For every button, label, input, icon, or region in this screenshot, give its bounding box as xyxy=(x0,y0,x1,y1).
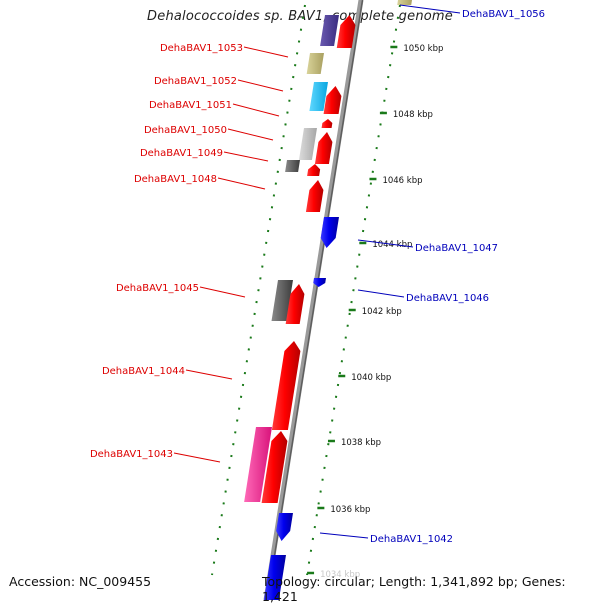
gene-box xyxy=(298,128,317,160)
callout-line xyxy=(237,79,284,92)
callout-line xyxy=(357,239,414,248)
gene-box xyxy=(271,280,293,321)
callout-line xyxy=(319,532,369,539)
gene-label: DehaBAV1_1050 xyxy=(144,125,227,136)
gene-label: DehaBAV1_1045 xyxy=(116,283,199,294)
gene-arrow xyxy=(321,119,333,128)
callout-line xyxy=(185,369,233,380)
gene-label: DehaBAV1_1047 xyxy=(415,243,498,254)
gene-label: DehaBAV1_1042 xyxy=(370,534,453,545)
gene-arrow xyxy=(276,513,293,541)
gene-box xyxy=(306,53,324,74)
tick-label: 1048 kbp xyxy=(393,110,433,120)
callout-line xyxy=(223,151,269,162)
gene-box xyxy=(244,427,272,502)
callout-line xyxy=(173,452,221,463)
gene-arrow xyxy=(336,15,356,48)
gene-arrow xyxy=(261,431,288,503)
tick-label: 1042 kbp xyxy=(362,307,402,317)
forward-tick-track xyxy=(211,4,306,576)
callout-line xyxy=(232,103,280,117)
genome-backbone xyxy=(263,0,364,600)
map-title: Dehalococcoides sp. BAV1, complete genom… xyxy=(147,9,453,24)
gene-shapes xyxy=(244,0,412,600)
tick-label: 1044 kbp xyxy=(372,240,412,250)
gene-arrow xyxy=(314,132,333,164)
gene-label: DehaBAV1_1053 xyxy=(160,43,243,54)
gene-label: DehaBAV1_1056 xyxy=(462,9,545,20)
gene-label: DehaBAV1_1048 xyxy=(134,174,217,185)
gene-arrow xyxy=(323,86,342,114)
callout-line xyxy=(199,286,246,298)
callout-line xyxy=(217,177,266,190)
callout-line xyxy=(243,46,289,58)
tick-label: 1050 kbp xyxy=(403,44,443,54)
tick-group: 1050 kbp 1048 kbp 1046 kbp 1044 kbp 1042 kbp… xyxy=(307,44,443,580)
tick-label: 1034 kbp xyxy=(320,570,360,580)
gene-arrow xyxy=(307,164,321,176)
gene-arrow xyxy=(320,217,339,248)
tick-label: 1046 kbp xyxy=(382,176,422,186)
gene-arrow xyxy=(271,341,301,430)
callout-line xyxy=(227,128,274,141)
tick-label: 1038 kbp xyxy=(341,438,381,448)
gene-box xyxy=(320,15,339,46)
tick-label: 1040 kbp xyxy=(351,373,391,383)
gene-label: DehaBAV1_1044 xyxy=(102,366,185,377)
gene-label: DehaBAV1_1046 xyxy=(406,293,489,304)
callout-line xyxy=(357,289,405,298)
gene-label: DehaBAV1_1043 xyxy=(90,449,173,460)
gene-box xyxy=(285,160,300,172)
gene-label: DehaBAV1_1051 xyxy=(149,100,232,111)
gene-box xyxy=(263,555,286,600)
gene-box xyxy=(397,0,412,5)
tick-label: 1036 kbp xyxy=(330,505,370,515)
gene-callouts: DehaBAV1_1053 DehaBAV1_1052 DehaBAV1_1051 D… xyxy=(90,4,545,545)
gene-label: DehaBAV1_1049 xyxy=(140,148,223,159)
callout-line xyxy=(399,4,461,14)
gene-arrow xyxy=(313,278,326,287)
gene-label: DehaBAV1_1052 xyxy=(154,76,237,87)
gene-arrow xyxy=(305,180,324,212)
accession-label: Accession: NC_009455 xyxy=(9,574,152,589)
reverse-tick-track xyxy=(306,4,401,576)
gene-arrow xyxy=(285,284,305,324)
gene-box xyxy=(309,82,328,111)
